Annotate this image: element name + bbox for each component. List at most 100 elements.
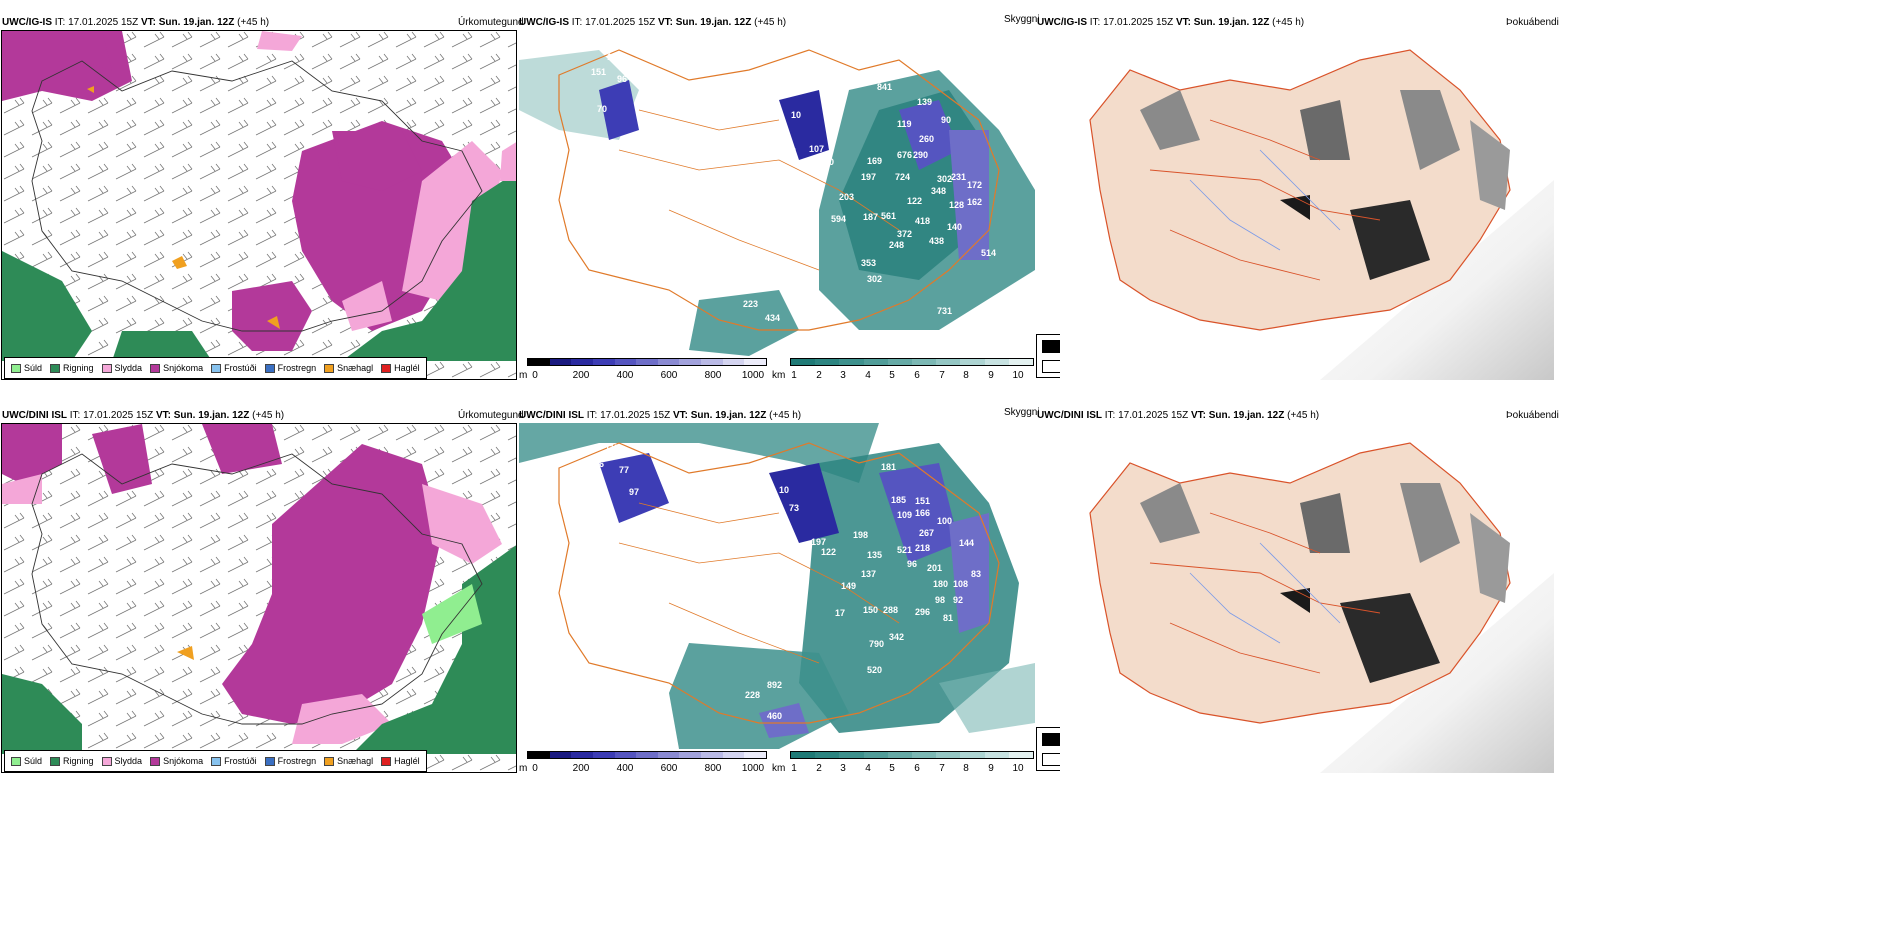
legend-label: Snæhagl [337, 363, 374, 373]
vt-label: VT: [1175, 17, 1191, 28]
precip-title: Úrkomutegund [458, 410, 524, 421]
row2-precip-header: UWC/DINI ISL IT: 17.01.2025 15Z VT: Sun.… [2, 410, 284, 422]
cloud-base-value: 169 [867, 156, 882, 166]
visibility-tick: 4 [865, 370, 871, 381]
legend-swatch [150, 363, 161, 373]
cloud-base-value: 197 [811, 537, 826, 547]
legend-label: Haglél [394, 363, 420, 373]
visibility-tick: 1 [791, 370, 797, 381]
cloud-base-value: 372 [897, 229, 912, 239]
legend-label: Frostúði [224, 756, 257, 766]
cloud-base-value: 96 [617, 74, 627, 84]
cloud-base-value: 218 [915, 543, 930, 553]
cloud-base-value: 140 [819, 157, 834, 167]
cloud-base-value: 73 [789, 503, 799, 513]
it-label: IT: [571, 17, 583, 28]
cloud-base-value: 151 [915, 496, 930, 506]
cloud-base-value: 144 [959, 538, 974, 548]
legend-swatch [381, 363, 392, 373]
legend-item: Frostregn [264, 363, 317, 373]
cloud-base-value: 17 [835, 608, 845, 618]
visibility-cloudbase-map: 117 206 77 97 88 10 72 73 111 197 122 18… [519, 423, 1035, 749]
vt-label: VT: [672, 410, 688, 421]
cloud-base-value: 70 [597, 104, 607, 114]
vt-label: VT: [140, 17, 156, 28]
cloud-base-value: 302 [937, 174, 952, 184]
legend-label: Frostregn [277, 363, 317, 373]
cloud-base-value: 348 [931, 186, 946, 196]
fog-map-graphic [1060, 423, 1554, 773]
visibility-tick: 9 [988, 370, 994, 381]
legend-swatch [101, 363, 112, 373]
lead-time: (+45 h) [237, 17, 270, 28]
cloud-base-tick: 600 [660, 370, 678, 381]
legend-swatch [264, 756, 275, 766]
cloud-base-value: 520 [867, 665, 882, 675]
cloud-base-value: 203 [839, 192, 854, 202]
visibility-tick: 5 [889, 763, 895, 774]
precip-map-graphic [2, 424, 516, 772]
visibility-strip [790, 358, 1034, 366]
cloud-base-value: 841 [877, 82, 892, 92]
cloud-base-colorbar: m 0 200 400 600 800 1000 [519, 354, 769, 384]
it-value: 17.01.2025 15Z [600, 410, 671, 421]
legend-item: Frostúði [211, 363, 257, 373]
visibility-title: Skyggni [1004, 14, 1040, 25]
cloud-base-value: 514 [981, 248, 996, 258]
cloud-base-tick: 200 [572, 763, 590, 774]
legend-swatch [381, 756, 392, 766]
cloud-base-value: 790 [869, 639, 884, 649]
vt-value: Sun. 19.jan. 12Z [690, 410, 767, 421]
it-label: IT: [586, 410, 598, 421]
visibility-map-graphic: 186 151 96 70 83 10 127 107 140 841 139 … [519, 49, 1035, 356]
legend-swatch [50, 363, 61, 373]
visibility-tick: 10 [1012, 370, 1024, 381]
lead-time: (+45 h) [1272, 17, 1305, 28]
row2-visibility-header: UWC/DINI ISL IT: 17.01.2025 15Z VT: Sun.… [519, 410, 801, 422]
cloud-base-value: 97 [629, 487, 639, 497]
legend-label: Súld [24, 756, 43, 766]
cloud-base-value: 724 [895, 172, 910, 182]
cloud-base-value: 100 [937, 516, 952, 526]
cloud-base-value: 198 [853, 530, 868, 540]
fog-title: Þokuábendi [1506, 17, 1559, 28]
visibility-tick: 6 [914, 763, 920, 774]
cloud-base-value: 83 [775, 122, 785, 132]
cloud-base-value: 185 [891, 495, 906, 505]
cloud-base-value: 151 [591, 67, 606, 77]
visibility-tick: 7 [939, 370, 945, 381]
cloud-base-values: 117 206 77 97 88 10 72 73 111 197 122 18… [581, 443, 981, 721]
legend-label: Haglél [394, 756, 420, 766]
cloud-base-value: 140 [947, 222, 962, 232]
legend-swatch [211, 363, 222, 373]
cloud-base-value: 187 [863, 212, 878, 222]
legend-label: Slydda [114, 756, 143, 766]
cloud-base-value: 92 [773, 200, 783, 210]
row2-fog-header: UWC/DINI ISL IT: 17.01.2025 15Z VT: Sun.… [1037, 410, 1319, 422]
legend-item: Súld [11, 363, 42, 373]
cloud-base-value: 267 [919, 528, 934, 538]
legend-label: Snæhagl [337, 756, 374, 766]
cloud-base-value: 166 [915, 508, 930, 518]
legend-item: Snjókoma [150, 756, 203, 766]
legend-item: Frostregn [264, 756, 317, 766]
precip-legend: Súld Rigning Slydda Snjókoma Frostúði Fr… [4, 750, 427, 772]
cloud-base-tick: 1000 [741, 763, 765, 774]
cloud-base-value: 77 [619, 465, 629, 475]
cloud-base-value: 290 [913, 150, 928, 160]
vt-label: VT: [657, 17, 673, 28]
cloud-base-value: 98 [935, 595, 945, 605]
legend-item: Snæhagl [324, 363, 373, 373]
legend-item: Snjókoma [150, 363, 203, 373]
precip-type-map: Súld Rigning Slydda Snjókoma Frostúði Fr… [1, 423, 517, 773]
legend-swatch [101, 756, 112, 766]
legend-item: Rigning [50, 756, 94, 766]
cloud-base-tick: 400 [616, 763, 634, 774]
model-name: UWC/IG-IS [1037, 17, 1087, 28]
legend-label: Frostregn [277, 756, 317, 766]
legend-swatch [324, 756, 335, 766]
visibility-tick: 4 [865, 763, 871, 774]
cloud-base-value: 109 [897, 510, 912, 520]
cloud-base-tick: 1000 [741, 370, 765, 381]
visibility-colorbar: km 1 2 3 4 5 6 7 8 9 10 [772, 354, 1036, 384]
